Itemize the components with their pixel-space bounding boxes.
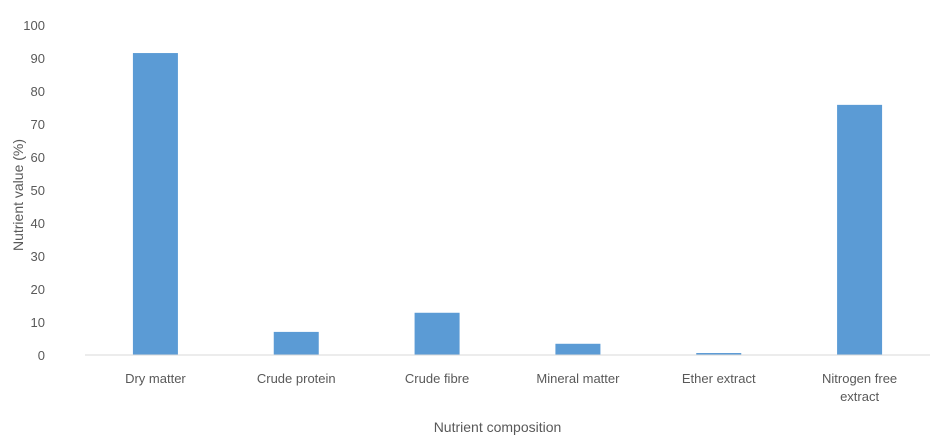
y-tick-label: 100: [23, 18, 45, 33]
x-tick-label-line: Ether extract: [682, 371, 756, 386]
x-axis-ticks: Dry matter Crude protein Crude fibre Minera…: [125, 371, 897, 404]
x-tick-label-line: Nitrogen free: [822, 371, 897, 386]
y-tick-label: 20: [31, 282, 45, 297]
y-tick-label: 40: [31, 216, 45, 231]
bar: [414, 312, 460, 355]
y-axis-ticks: 0 10 20 30 40 50 60 70 80 90 100: [23, 18, 45, 363]
x-tick-label-line: Mineral matter: [536, 371, 620, 386]
y-tick-label: 30: [31, 249, 45, 264]
x-tick-label: Nitrogen free extract: [822, 371, 897, 404]
x-tick-label: Ether extract: [682, 371, 756, 386]
bar: [273, 331, 319, 355]
y-tick-label: 80: [31, 84, 45, 99]
y-tick-label: 60: [31, 150, 45, 165]
x-axis-title: Nutrient composition: [434, 419, 562, 435]
y-tick-label: 10: [31, 315, 45, 330]
y-tick-label: 50: [31, 183, 45, 198]
x-tick-label: Crude protein: [257, 371, 336, 386]
y-tick-label: 70: [31, 117, 45, 132]
x-tick-label-line: Crude fibre: [405, 371, 469, 386]
bars: [132, 53, 883, 356]
bar: [696, 353, 742, 355]
bar: [837, 104, 883, 355]
x-tick-label-line: extract: [840, 389, 879, 404]
y-tick-label: 90: [31, 51, 45, 66]
x-tick-label: Crude fibre: [405, 371, 469, 386]
y-axis-title: Nutrient value (%): [10, 139, 26, 251]
x-tick-label: Dry matter: [125, 371, 186, 386]
x-tick-label-line: Dry matter: [125, 371, 186, 386]
bar: [555, 343, 601, 355]
x-tick-label: Mineral matter: [536, 371, 620, 386]
x-tick-label-line: Crude protein: [257, 371, 336, 386]
y-tick-label: 0: [38, 348, 45, 363]
bar: [132, 53, 178, 356]
